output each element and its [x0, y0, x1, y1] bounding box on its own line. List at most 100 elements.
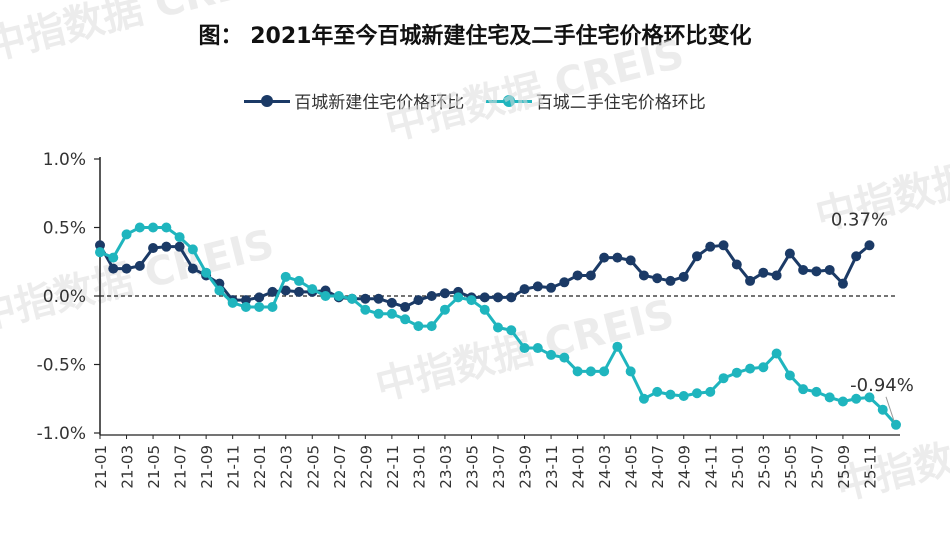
data-point	[360, 304, 371, 315]
data-point	[559, 277, 570, 288]
data-point	[506, 292, 517, 303]
data-point	[134, 222, 145, 233]
x-tick-label: 22-01	[251, 445, 269, 489]
data-point	[638, 270, 649, 281]
x-tick-label: 25-05	[782, 445, 800, 489]
data-point	[546, 282, 557, 293]
data-point	[121, 263, 132, 274]
data-point	[837, 278, 848, 289]
data-point	[784, 248, 795, 259]
data-point	[386, 308, 397, 319]
x-tick-label: 25-11	[861, 445, 879, 489]
data-point	[280, 285, 291, 296]
data-point	[161, 222, 172, 233]
data-point	[851, 251, 862, 262]
x-tick-label: 23-11	[543, 445, 561, 489]
data-point	[585, 270, 596, 281]
data-point	[148, 222, 159, 233]
data-point	[227, 297, 238, 308]
legend-item-second-hand: 百城二手住宅价格环比	[485, 88, 706, 113]
data-point	[612, 341, 623, 352]
legend-item-new-home: 百城新建住宅价格环比	[244, 88, 464, 113]
data-point	[400, 314, 411, 325]
data-point	[161, 241, 172, 252]
data-point	[307, 284, 318, 295]
data-point	[585, 366, 596, 377]
data-point	[214, 285, 225, 296]
data-point	[851, 393, 862, 404]
data-point	[174, 232, 185, 243]
data-point	[240, 301, 251, 312]
data-point	[121, 229, 132, 240]
data-point	[811, 266, 822, 277]
x-tick-label: 25-03	[755, 445, 773, 489]
data-point	[294, 286, 304, 297]
data-point	[745, 363, 756, 374]
data-point	[758, 267, 769, 278]
x-tick-label: 22-11	[384, 445, 402, 489]
chart-title: 图： 2021年至今百城新建住宅及二手住宅价格环比变化	[198, 24, 752, 49]
legend: 百城新建住宅价格环比 百城二手住宅价格环比	[0, 88, 950, 114]
data-point	[625, 255, 636, 266]
data-point	[506, 325, 517, 336]
data-point	[254, 301, 265, 312]
x-tick-label: 23-07	[490, 445, 508, 489]
x-tick-label: 24-03	[596, 445, 614, 489]
data-point	[652, 273, 663, 284]
data-point	[692, 388, 702, 399]
data-point	[572, 366, 583, 377]
x-tick-label: 21-05	[145, 445, 163, 489]
data-point	[864, 392, 875, 403]
data-point	[280, 271, 291, 282]
x-tick-label: 24-07	[649, 445, 667, 489]
data-point	[731, 259, 742, 270]
data-point	[240, 295, 251, 306]
x-tick-label: 21-07	[172, 445, 190, 489]
data-point	[891, 419, 901, 430]
data-point	[864, 240, 875, 251]
data-point	[426, 321, 437, 332]
data-point	[599, 252, 610, 263]
data-point	[798, 264, 809, 275]
data-point	[771, 348, 782, 359]
data-point	[95, 240, 105, 251]
data-point	[532, 281, 543, 292]
data-point	[439, 304, 450, 315]
x-tick-label: 21-11	[225, 445, 243, 489]
annotation-leader	[885, 396, 895, 421]
data-point	[413, 321, 424, 332]
data-point	[718, 373, 729, 384]
data-point	[347, 293, 358, 304]
x-tick-label: 21-09	[198, 445, 216, 489]
data-point	[267, 286, 278, 297]
data-point	[824, 392, 835, 403]
x-tick-label: 22-03	[278, 445, 296, 489]
data-point	[108, 263, 119, 274]
annotation-label: 0.37%	[831, 209, 888, 230]
watermark-text: 中指数据 CREIS	[381, 31, 688, 149]
data-point	[148, 243, 159, 254]
annotation-label: -0.94%	[850, 375, 914, 396]
data-point	[479, 304, 490, 315]
data-point	[95, 247, 105, 258]
data-point	[466, 295, 477, 306]
x-tick-label: 24-05	[623, 445, 641, 489]
data-point	[798, 384, 809, 395]
data-point	[718, 240, 729, 251]
data-point	[784, 370, 795, 381]
data-point	[187, 263, 198, 274]
data-point	[837, 396, 848, 407]
legend-swatch-new-home	[244, 93, 291, 109]
data-point	[665, 275, 676, 286]
data-point	[400, 301, 411, 312]
x-tick-label: 23-09	[517, 445, 535, 489]
x-tick-label: 23-03	[437, 445, 455, 489]
data-point	[692, 251, 702, 262]
y-tick-label: -1.0%	[37, 424, 86, 444]
data-point	[333, 291, 344, 301]
x-tick-label: 25-01	[729, 445, 747, 489]
data-point	[201, 267, 212, 278]
data-point	[612, 252, 623, 263]
